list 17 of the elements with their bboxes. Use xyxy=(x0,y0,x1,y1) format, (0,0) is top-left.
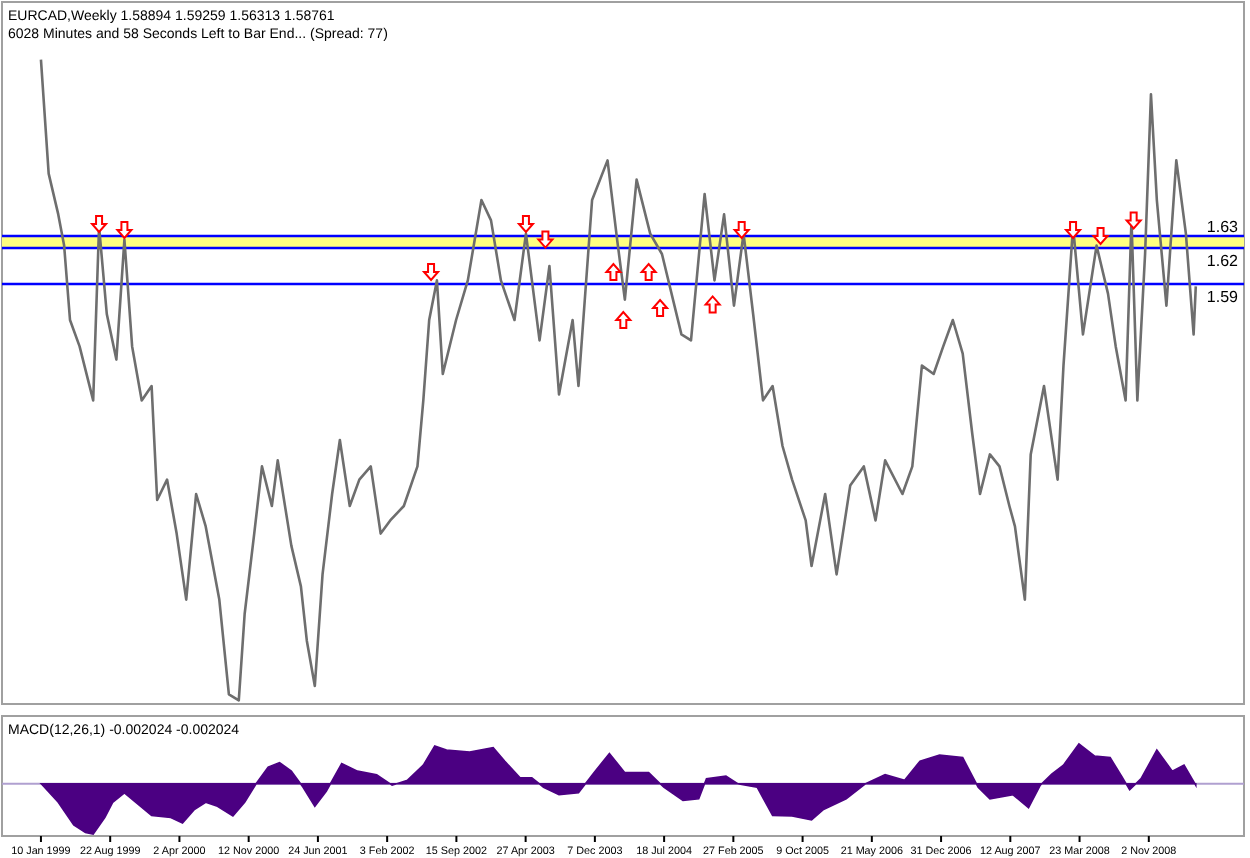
point xyxy=(733,221,750,239)
point xyxy=(615,311,632,329)
point xyxy=(423,263,440,281)
point xyxy=(1125,211,1142,230)
point xyxy=(517,215,534,233)
point xyxy=(537,230,554,249)
point xyxy=(116,221,133,239)
point xyxy=(640,263,657,281)
point xyxy=(652,299,669,317)
point xyxy=(1065,221,1082,239)
ref-line-label: 1.62 xyxy=(1206,252,1240,270)
point xyxy=(91,215,108,233)
point xyxy=(704,295,721,314)
ref-line-label: 1.59 xyxy=(1206,288,1240,306)
point xyxy=(1092,227,1109,245)
ref-line-label: 1.63 xyxy=(1206,218,1240,236)
point xyxy=(605,263,622,281)
